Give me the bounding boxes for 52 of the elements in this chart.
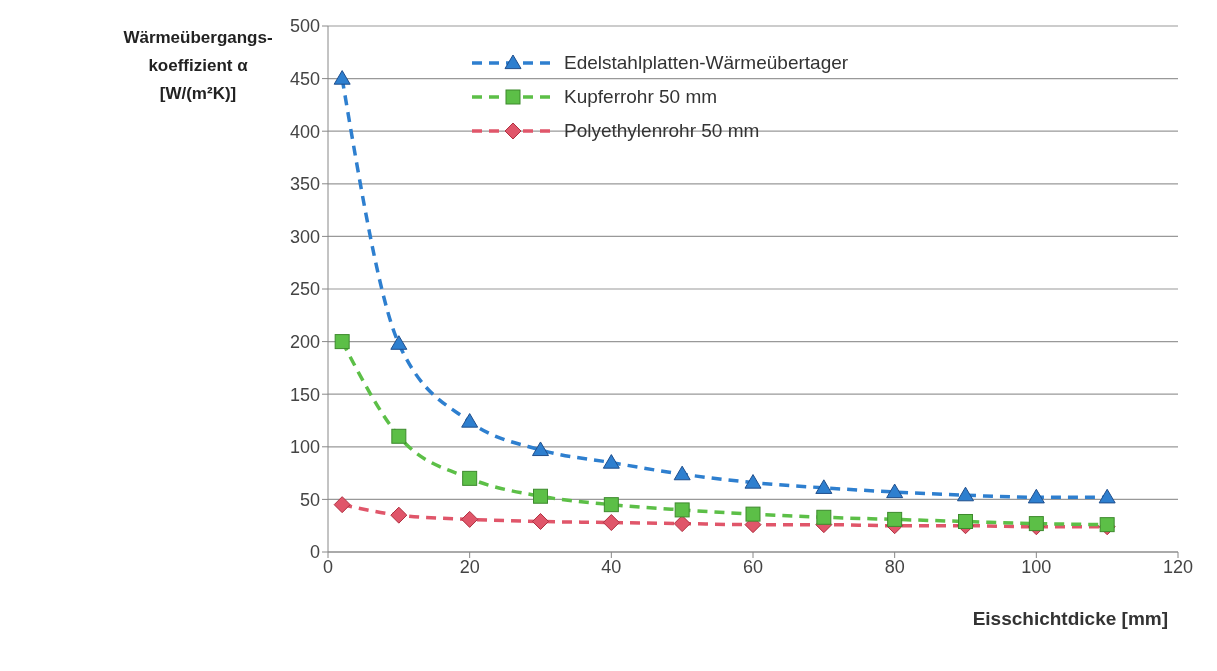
point [390,506,408,524]
point [603,497,619,513]
point [958,513,973,529]
x-tick-label: 60 [742,556,764,577]
point [532,441,549,457]
y-tick-label: 400 [289,121,320,142]
point [1027,488,1045,504]
x-tick-label: 40 [601,556,622,577]
legend-label: Polyethylenrohr 50 mm [564,119,760,143]
y-tick-label: 150 [289,384,320,405]
point [532,512,549,530]
point [533,488,548,504]
point [745,506,761,522]
x-tick-label: 0 [322,556,334,577]
y-tick-label: 500 [289,16,320,37]
point [816,509,832,525]
point [333,496,351,514]
point [1028,516,1044,532]
point [957,486,974,502]
point [391,428,407,444]
legend-label: Edelstahlplatten-Wärmeübertager [564,51,849,75]
point [461,413,479,428]
point [886,483,904,499]
y-axis-title: Wärmeübergangs- koeffizient α [W/(m²K)] [123,28,273,103]
point [390,335,408,350]
point [602,454,620,469]
legend-label: Kupferrohr 50 mm [564,85,718,109]
x-tick-label: 100 [1021,556,1052,577]
y-tick-label: 200 [289,331,320,352]
y-tick-label: 450 [289,68,320,89]
point [1098,488,1116,504]
point [887,511,903,527]
y-tick-label: 0 [309,542,320,563]
y-tick-label: 350 [289,174,320,195]
point [815,479,833,494]
x-tick-label: 20 [459,556,480,577]
point [602,514,620,532]
x-tick-label: 80 [884,556,905,577]
y-tick-label: 250 [289,279,320,300]
point [674,502,690,518]
point [461,510,479,528]
point [673,515,691,533]
x-axis-title: Eisschichtdicke [mm] [972,608,1168,630]
point [744,474,762,489]
x-tick-label: 120 [1162,556,1194,577]
point [334,334,350,350]
point [462,470,478,486]
point [673,465,691,481]
point [333,70,351,85]
y-tick-label: 300 [289,226,320,247]
y-tick-label: 100 [289,437,320,458]
y-tick-label: 50 [299,489,320,510]
